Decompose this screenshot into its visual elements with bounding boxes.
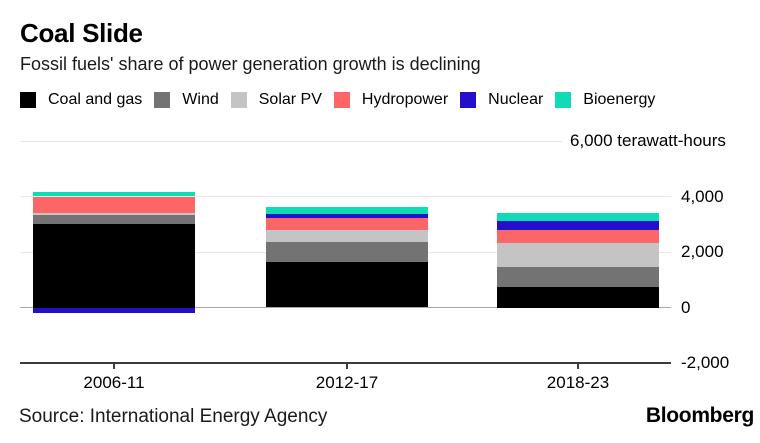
chart-subtitle: Fossil fuels' share of power generation … [20,54,481,74]
bar-2018-23-coal-and-gas [497,286,659,308]
legend-label: Coal and gas [48,91,143,108]
x-tick-label-2: 2018-23 [546,373,610,392]
legend-swatch-icon [20,92,36,108]
bar-2012-17-coal-and-gas [266,261,428,308]
gridline-4000 [20,196,671,197]
bar-2012-17-wind [266,241,428,262]
legend-item-solar-pv: Solar PV [230,91,322,109]
chart-legend: Coal and gas Wind Solar PV Hydropower Nuclea… [20,91,655,109]
legend-swatch-icon [555,92,572,108]
y-tick-label-4000: 4,000 [681,186,724,206]
legend-item-wind: Wind [154,91,219,109]
bar-2018-23-bioenergy [497,213,659,221]
x-axis-line [20,362,671,364]
bar-2006-11-wind [33,214,195,225]
x-tick-label-0: 2006-11 [83,373,145,392]
legend-item-nuclear: Nuclear [460,91,543,109]
legend-item-hydropower: Hydropower [333,91,449,109]
y-tick-label-6000: 6,000 terawatt-hours [570,131,726,150]
legend-label: Wind [182,91,219,108]
legend-swatch-icon [333,92,350,108]
bloomberg-logo: Bloomberg [645,404,754,427]
bar-2018-23-wind [497,267,659,287]
legend-swatch-icon [460,92,477,108]
bar-2006-11-hydropower [33,196,195,214]
x-axis-tick-2 [577,363,579,369]
legend-swatch-icon [154,92,171,108]
bar-2012-17-bioenergy [266,206,428,215]
bar-2012-17-solar-pv [266,230,428,242]
y-tick-label-2000: 2,000 [681,242,724,261]
x-axis-tick-1 [346,363,348,369]
legend-item-bioenergy: Bioenergy [555,91,655,109]
bar-2006-11-nuclear [33,307,195,314]
y-tick-label-0: 0 [681,297,691,317]
x-axis-tick-0 [113,363,115,369]
legend-label: Nuclear [488,91,544,108]
gridline-6000 [20,140,562,142]
legend-label: Solar PV [258,91,322,108]
bar-2012-17-hydropower [266,217,428,231]
bar-2006-11-coal-and-gas [33,224,195,308]
legend-item-coal-and-gas: Coal and gas [20,91,142,109]
gridline-0 [20,307,671,308]
legend-label: Hydropower [361,91,449,108]
bar-2012-17-nuclear [266,214,428,218]
legend-swatch-icon [230,92,247,108]
bar-2006-11-bioenergy [33,192,195,197]
chart-title: Coal Slide [20,18,143,48]
bar-2018-23-nuclear [497,220,659,230]
source-note: Source: International Energy Agency [19,406,328,427]
x-tick-label-1: 2012-17 [315,373,379,392]
bar-2006-11-solar-pv [33,213,195,215]
y-tick-label--2000: -2,000 [681,353,730,372]
legend-label: Bioenergy [583,91,656,108]
bar-2018-23-solar-pv [497,243,659,268]
bar-2018-23-hydropower [497,229,659,244]
